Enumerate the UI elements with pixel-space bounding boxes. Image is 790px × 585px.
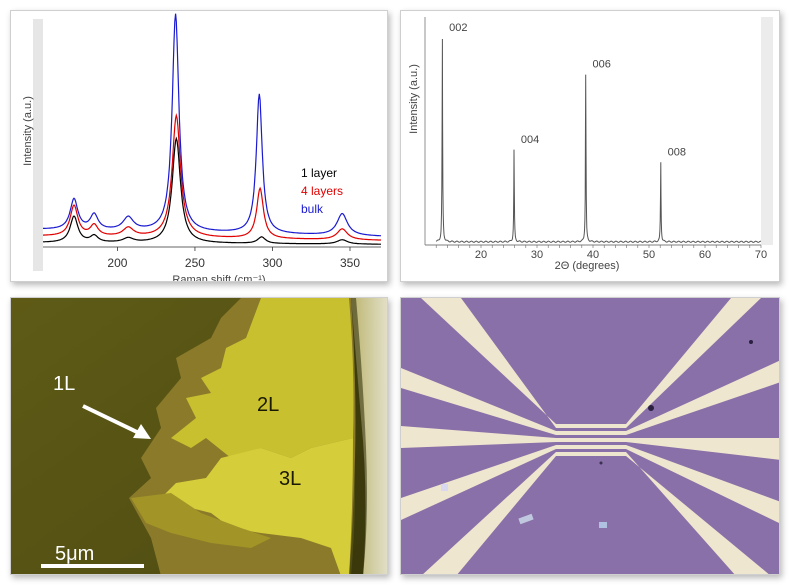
electrode-finger: [566, 445, 626, 449]
raman-series-3: [43, 13, 382, 237]
electrode-lead: [401, 368, 556, 435]
electrode-lead: [626, 360, 779, 435]
xrd-y-label: Intensity (a.u.): [408, 64, 420, 134]
raman-legend-entry: bulk: [301, 202, 324, 216]
xrd-peak-label: 006: [593, 59, 611, 71]
flake-micrograph-panel: 5μm 1L 2L 3L: [10, 297, 388, 575]
arrow-1l: [82, 404, 140, 435]
raman-panel: 200 250 300 350 Intensity (a.u.) Raman shif…: [10, 10, 388, 282]
label-2l: 2L: [257, 394, 279, 416]
electrode-lead: [401, 445, 556, 520]
raman-x-tick: 250: [185, 256, 205, 270]
flake-micrograph: 5μm 1L 2L 3L: [11, 298, 387, 574]
xrd-series: [435, 38, 761, 243]
raman-chart: 200 250 300 350 Intensity (a.u.) Raman shif…: [22, 13, 382, 282]
xrd-peak-label: 002: [449, 22, 467, 34]
xrd-x-tick: 20: [475, 249, 487, 261]
raman-x-tick: 300: [262, 256, 282, 270]
raman-x-tick: 200: [107, 256, 127, 270]
scale-bar: [41, 564, 144, 568]
label-1l: 1L: [53, 373, 75, 395]
electrode-finger: [566, 438, 626, 442]
raman-legend-entry: 4 layers: [301, 184, 343, 198]
electrode-finger: [566, 424, 626, 428]
electrode-lead: [626, 298, 761, 428]
device-micrograph-panel: [400, 297, 780, 575]
raman-series-2: [43, 113, 381, 241]
xrd-series-group: [435, 38, 761, 243]
xrd-x-tick: 60: [699, 249, 711, 261]
xrd-x-tick: 70: [755, 249, 767, 261]
arrow-1l-head: [133, 424, 151, 439]
xrd-peak-label: 004: [521, 134, 539, 146]
device-micrograph: [401, 298, 779, 574]
raman-series-1: [43, 136, 381, 245]
raman-x-tick: 350: [340, 256, 360, 270]
xrd-chart: 20 30 40 50 60 70 002 004 006 008 Intensity (a.u…: [408, 17, 773, 272]
xrd-x-label: 2Θ (degrees): [555, 260, 620, 272]
xrd-peak-label: 008: [668, 146, 686, 158]
electrode-finger: [566, 431, 626, 435]
electrode-lead: [626, 445, 779, 524]
raman-x-label: Raman shift (cm⁻¹): [172, 274, 265, 282]
xrd-x-tick: 40: [587, 249, 599, 261]
scale-bar-label: 5μm: [55, 543, 94, 565]
raman-y-label: Intensity (a.u.): [22, 96, 34, 166]
electrode-lead: [626, 438, 779, 460]
raman-series-group: [43, 13, 382, 245]
xrd-x-tick: 50: [643, 249, 655, 261]
label-3l: 3L: [279, 468, 301, 490]
electrode-lead: [401, 426, 556, 448]
raman-legend-entry: 1 layer: [301, 166, 337, 180]
electrode-finger: [566, 452, 626, 456]
xrd-panel: 20 30 40 50 60 70 002 004 006 008 Intensity (a.u…: [400, 10, 780, 282]
xrd-x-tick: 30: [531, 249, 543, 261]
